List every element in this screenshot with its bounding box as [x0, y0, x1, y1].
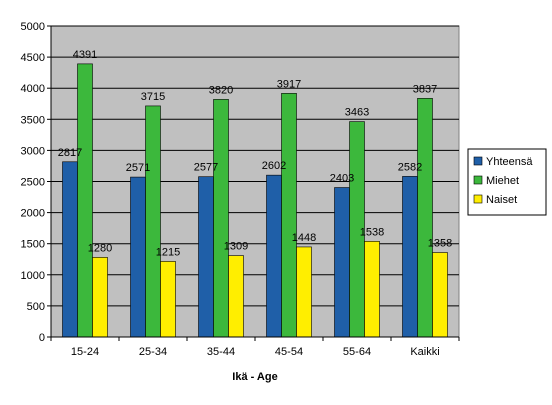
data-label: 1448: [292, 232, 316, 244]
x-axis: 15-24 25-34 35-44 45-54 55-64 Kaikki: [50, 336, 460, 358]
gridlines: [51, 25, 459, 307]
y-axis: 0 500 1000 1500 2000 2500 3000 3500 4000 4500 5000: [21, 21, 52, 344]
y-tick-label: 4500: [21, 52, 45, 64]
data-label: 1280: [88, 242, 112, 254]
bar-naiset-2: [228, 255, 244, 338]
data-label: 1309: [224, 241, 248, 253]
bar-naiset-4: [364, 241, 380, 338]
y-tick-label: 1500: [21, 239, 45, 251]
data-label: 3463: [345, 107, 369, 119]
legend-swatch: [473, 156, 483, 166]
bar-naiset-1: [160, 261, 176, 338]
legend-swatch: [473, 175, 483, 185]
y-tick-label: 4000: [21, 83, 45, 95]
y-tick-label: 500: [27, 301, 45, 313]
legend: Yhteensä Miehet Naiset: [467, 148, 547, 216]
data-label: 1358: [428, 238, 452, 250]
y-tick-label: 0: [39, 332, 45, 344]
data-label: 2817: [58, 147, 82, 159]
data-label: 2571: [126, 162, 150, 174]
x-tick-label: Kaikki: [410, 346, 439, 358]
bar-yhteens-3: [266, 174, 282, 338]
data-labels: 2817 4391 1280 2571 3715 1215 2577 3820 1309 2602…: [58, 49, 452, 259]
x-tick-label: 25-34: [139, 346, 167, 358]
data-label: 3820: [209, 84, 233, 96]
data-label: 2602: [262, 160, 286, 172]
bar-miehet-1: [145, 105, 161, 338]
bar-miehet-0: [77, 63, 93, 338]
x-axis-title: Ikä - Age: [232, 371, 277, 383]
legend-label: Yhteensä: [486, 156, 533, 168]
bar-naiset-0: [92, 257, 108, 338]
legend-label: Miehet: [486, 175, 519, 187]
legend-label: Naiset: [486, 194, 517, 206]
y-tick-label: 2000: [21, 208, 45, 220]
bar-miehet-3: [281, 93, 297, 338]
data-label: 3917: [277, 78, 301, 90]
data-label: 4391: [73, 49, 97, 61]
bars: [62, 63, 448, 338]
x-tick-label: 45-54: [275, 346, 303, 358]
x-tick-label: 15-24: [71, 346, 99, 358]
bar-yhteens-2: [198, 176, 214, 338]
data-label: 3837: [413, 83, 437, 95]
legend-swatch: [473, 194, 483, 204]
y-tick-label: 1000: [21, 270, 45, 282]
bar-yhteens-1: [130, 176, 146, 338]
bar-yhteens-4: [334, 187, 350, 338]
data-label: 3715: [141, 91, 165, 103]
data-label: 1215: [156, 246, 180, 258]
y-tick-label: 2500: [21, 177, 45, 189]
x-tick-label: 55-64: [343, 346, 371, 358]
bar-miehet-5: [417, 98, 433, 338]
bar-yhteens-5: [402, 176, 418, 338]
data-label: 1538: [360, 226, 384, 238]
y-tick-label: 3000: [21, 145, 45, 157]
bar-yhteens-0: [62, 161, 78, 338]
bar-miehet-2: [213, 99, 229, 338]
y-tick-label: 3500: [21, 114, 45, 126]
bar-naiset-5: [432, 252, 448, 338]
bar-naiset-3: [296, 246, 312, 338]
data-label: 2582: [398, 161, 422, 173]
y-tick-label: 5000: [21, 21, 45, 33]
x-tick-label: 35-44: [207, 346, 235, 358]
data-label: 2403: [330, 173, 354, 185]
data-label: 2577: [194, 162, 218, 174]
